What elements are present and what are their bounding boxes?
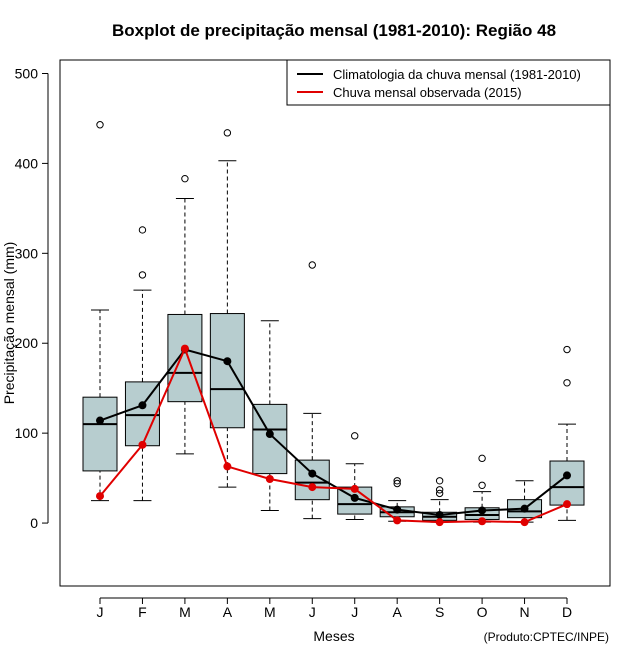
y-tick-label: 200	[15, 335, 39, 351]
outlier-point	[138, 271, 147, 279]
box-a-8	[379, 477, 415, 522]
boxes	[82, 121, 585, 523]
x-tick-label: J	[97, 604, 104, 620]
y-tick-label: 500	[15, 65, 39, 81]
series-point-observed	[435, 518, 444, 527]
y-tick-label: 400	[15, 155, 39, 171]
iqr-box	[167, 313, 203, 403]
series-point-climatology	[393, 505, 402, 514]
legend-label-observed: Chuva mensal observada (2015)	[333, 85, 522, 100]
series-line-climatology	[99, 348, 568, 516]
outlier-point	[563, 345, 571, 354]
outlier-point	[308, 261, 316, 269]
iqr-box	[124, 381, 160, 447]
iqr-box	[82, 396, 118, 472]
y-tick-label: 0	[30, 515, 38, 531]
chart-title: Boxplot de precipitação mensal (1981-201…	[112, 21, 556, 40]
y-tick-label: 100	[15, 425, 39, 441]
box-j-1	[82, 121, 118, 502]
series-point-climatology	[435, 510, 444, 519]
legend-label-climatology: Climatologia da chuva mensal (1981-2010)	[333, 67, 581, 82]
series-point-climatology	[265, 430, 274, 439]
x-tick-label: M	[179, 604, 191, 620]
series-point-observed	[308, 483, 317, 492]
outlier-point	[478, 454, 486, 463]
credit-text: (Produto:CPTEC/INPE)	[484, 630, 609, 644]
outlier-point	[563, 379, 571, 387]
series-point-climatology	[96, 416, 104, 425]
series-point-climatology	[350, 493, 359, 502]
series-point-observed	[138, 440, 147, 449]
x-tick-label: F	[138, 604, 147, 620]
series-point-observed	[180, 344, 189, 353]
iqr-box	[209, 313, 245, 429]
legend-box	[286, 59, 611, 106]
outlier-point	[181, 174, 189, 183]
outlier-point	[435, 486, 444, 494]
x-tick-label: J	[351, 604, 358, 620]
series-point-observed	[96, 492, 104, 501]
outlier-point	[435, 489, 444, 498]
outlier-point	[138, 226, 147, 234]
x-tick-label: S	[435, 604, 444, 620]
series-point-climatology	[308, 469, 317, 478]
legend: Climatologia da chuva mensal (1981-2010)…	[286, 59, 611, 106]
box-m-3	[167, 174, 203, 455]
series-point-climatology	[138, 401, 147, 410]
x-tick-label: J	[309, 604, 316, 620]
series-line-observed	[99, 345, 568, 524]
series-point-observed	[350, 484, 359, 493]
series-point-observed	[265, 475, 274, 484]
box-d-12	[549, 345, 585, 521]
x-axis-label: Meses	[313, 628, 354, 644]
series-point-climatology	[520, 504, 529, 513]
series-point-climatology	[563, 471, 571, 480]
x-tick-label: D	[562, 604, 572, 620]
y-tick-label: 300	[15, 245, 39, 261]
y-axis-label: Precipitação mensal (mm)	[1, 242, 17, 405]
series-point-observed	[478, 517, 487, 526]
series-point-observed	[223, 462, 232, 471]
outlier-point	[478, 481, 486, 489]
outlier-point	[96, 121, 104, 129]
box-f-2	[124, 226, 160, 502]
box-n-11	[507, 480, 543, 523]
x-tick-label: O	[477, 604, 488, 620]
x-tick-label: A	[223, 604, 233, 620]
series-point-observed	[520, 518, 529, 527]
series-point-climatology	[223, 357, 232, 366]
y-axis: 0 100 200 300 400 500	[15, 65, 49, 531]
series-point-climatology	[478, 506, 487, 515]
outlier-point	[393, 477, 401, 485]
box-j-7	[337, 432, 373, 520]
outlier-point	[351, 432, 359, 440]
series-lines	[96, 344, 571, 527]
iqr-box	[549, 460, 585, 506]
outlier-point	[435, 477, 444, 485]
x-tick-label: M	[264, 604, 276, 620]
series-point-observed	[393, 516, 402, 525]
outlier-point	[393, 479, 401, 488]
box-a-4	[209, 129, 245, 488]
x-tick-label: N	[519, 604, 529, 620]
series-point-observed	[563, 500, 571, 509]
x-tick-label: A	[393, 604, 403, 620]
outlier-point	[223, 129, 232, 137]
